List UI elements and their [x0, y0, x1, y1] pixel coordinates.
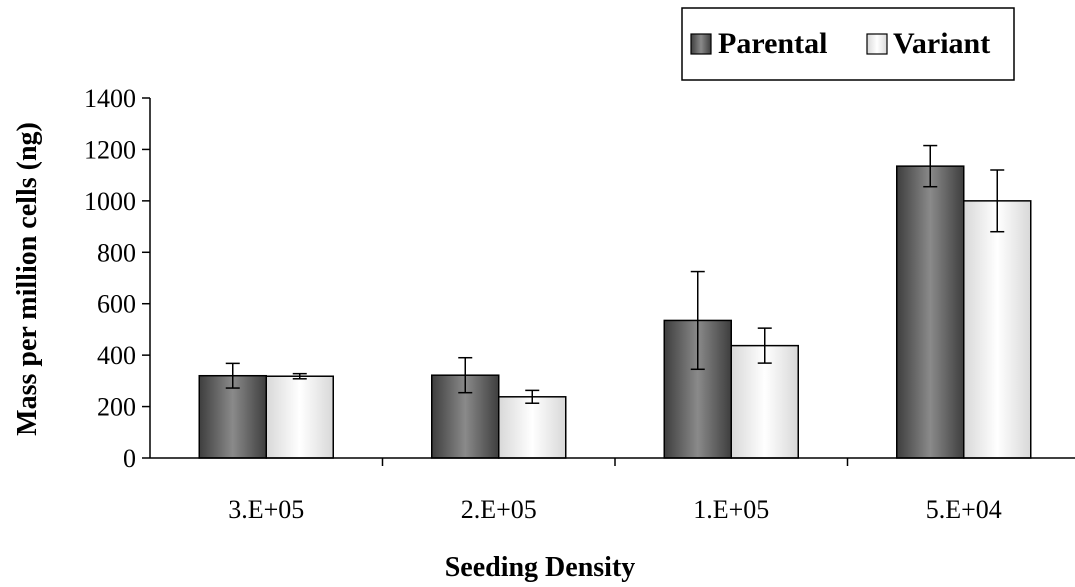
error-bars-group — [225, 144, 1005, 404]
legend-swatch-variant — [866, 33, 888, 55]
x-tick-label: 5.E+04 — [926, 495, 1002, 524]
bar-parental-3 — [896, 165, 965, 459]
y-tick-label: 600 — [97, 290, 136, 319]
legend-label-variant: Variant — [893, 27, 990, 60]
x-axis-ticks: 3.E+05 2.E+05 1.E+05 5.E+04 — [228, 458, 1002, 524]
bar-variant-1 — [498, 396, 567, 459]
legend-swatch-parental — [690, 33, 712, 55]
y-tick-label: 200 — [97, 393, 136, 422]
y-tick-label: 400 — [97, 341, 136, 370]
bar-variant-3 — [963, 200, 1032, 459]
bar-variant-2 — [730, 344, 799, 459]
legend-frame — [681, 7, 1015, 81]
y-axis-title: Mass per million cells (ng) — [12, 122, 43, 436]
error-bar-parental-3 — [923, 144, 938, 188]
y-tick-label: 1000 — [84, 187, 136, 216]
error-bar-variant-2 — [757, 327, 772, 364]
error-bar-variant-1 — [525, 389, 540, 404]
y-tick-label: 1200 — [84, 135, 136, 164]
y-axis-ticks: 0 200 400 600 800 1000 1200 1400 — [84, 84, 150, 473]
error-bar-parental-1 — [458, 356, 473, 394]
bar-parental-0 — [198, 374, 267, 459]
x-tick-label: 1.E+05 — [693, 495, 769, 524]
x-tick-label: 3.E+05 — [228, 495, 304, 524]
legend: Parental Variant — [681, 7, 1015, 81]
bar-variant-0 — [265, 375, 334, 459]
y-tick-label: 0 — [123, 444, 136, 473]
error-bar-parental-2 — [690, 270, 705, 371]
legend-label-parental: Parental — [718, 27, 827, 60]
y-tick-label: 1400 — [84, 84, 136, 113]
y-tick-label: 800 — [97, 238, 136, 267]
x-tick-label: 2.E+05 — [461, 495, 537, 524]
error-bar-variant-3 — [990, 169, 1005, 233]
error-bar-variant-0 — [292, 372, 307, 380]
bars-group — [198, 165, 1032, 459]
error-bar-parental-0 — [225, 362, 240, 389]
x-axis-title: Seeding Density — [445, 552, 636, 583]
